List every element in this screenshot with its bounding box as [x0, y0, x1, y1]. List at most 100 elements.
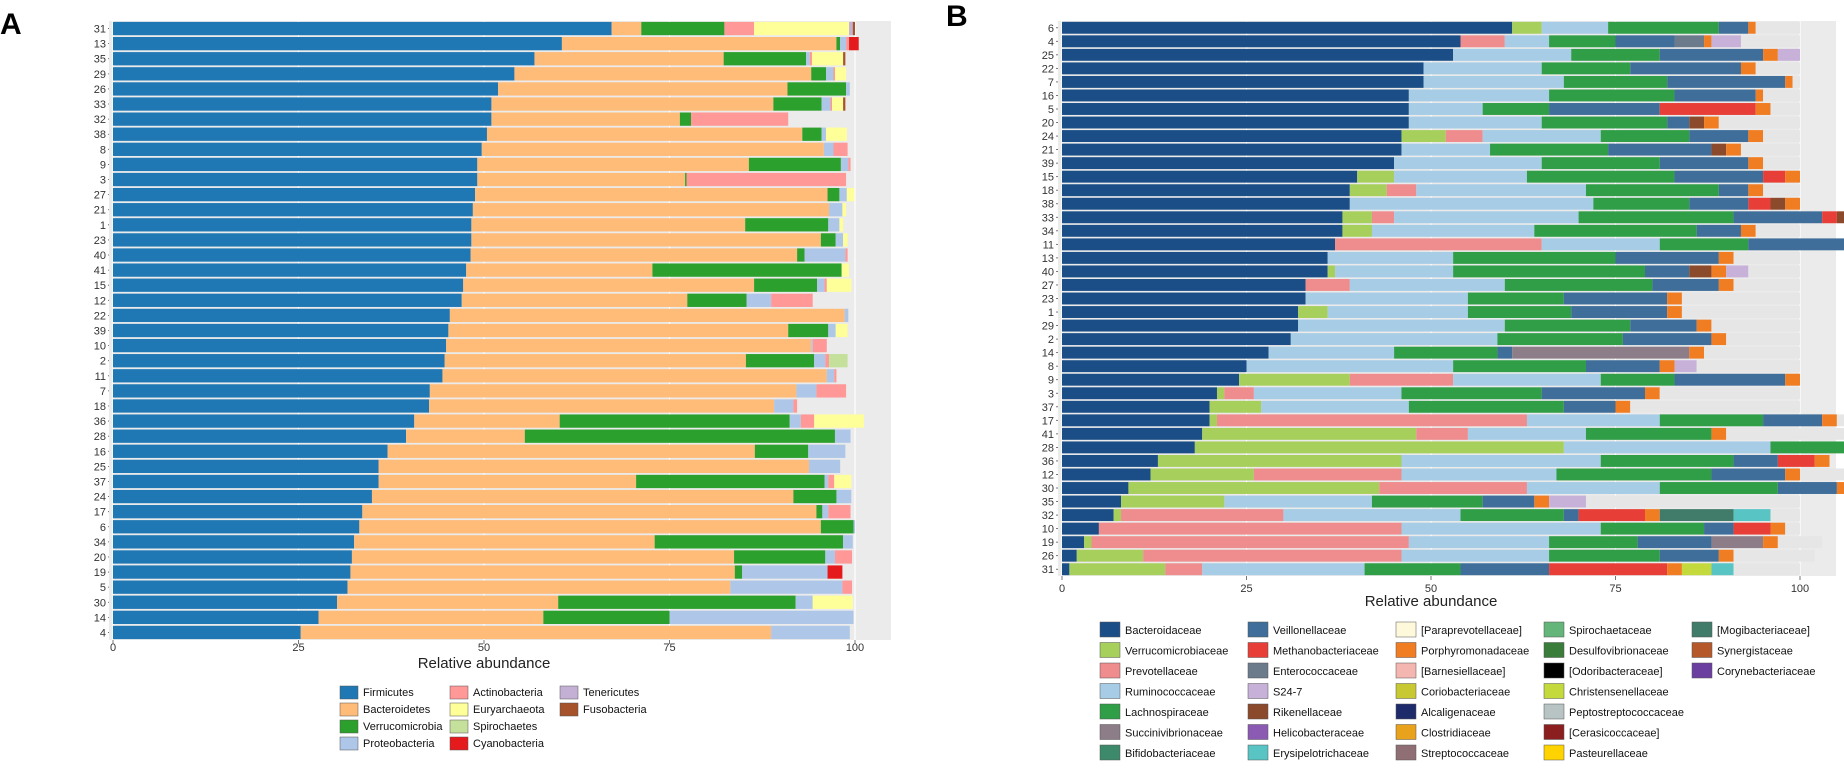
bar-segment-lachnospiraceae-21: [1490, 143, 1609, 156]
y-tick-label: 28: [1042, 442, 1054, 454]
bar-segment-bacteroidaceae-3: [1062, 387, 1217, 400]
bar-segment-lachnospiraceae-31: [1364, 563, 1461, 576]
bar-segment-ruminococcaceae-12: [1401, 468, 1557, 481]
y-tick-label: 6: [1048, 23, 1054, 35]
bar-segment-actinobacteria-8: [833, 142, 848, 156]
legend-label: Lachnospiraceae: [1125, 707, 1209, 719]
bar-segment-porphyromonadaceae-18: [1748, 184, 1764, 197]
bar-segment-ruminococcaceae-23: [1305, 292, 1468, 305]
chart-panel-b: 6425227165202421391518383334111340272312…: [1042, 21, 1844, 761]
legend-swatch: [1247, 703, 1269, 720]
bar-segment-ruminococcaceae-35: [1224, 495, 1372, 508]
bar-segment-veillonellaceae-15: [1674, 170, 1764, 183]
bar-segment-bacteroidaceae-30: [1062, 482, 1129, 494]
bar-segment-veillonellaceae-2: [1622, 333, 1712, 346]
y-tick-label: 24: [1042, 131, 1054, 143]
bar-segment-actinobacteria-18: [793, 399, 798, 413]
legend-label: Pasteurellaceae: [1569, 748, 1648, 760]
bar-segment-other-37: [1630, 400, 1800, 413]
bar-segment-veillonellaceae-19: [1637, 536, 1712, 549]
bar-segment-porphyromonadaceae-3: [1645, 387, 1660, 400]
bar-segment-verrucomicrobiaceae-24: [1401, 130, 1446, 143]
bar-segment-bacteroidaceae-35: [1062, 495, 1122, 508]
bar-segment-verrucomicrobia-3: [685, 172, 687, 187]
bar-segment-bacteroidaceae-1: [1062, 306, 1299, 318]
legend-swatch: [1691, 662, 1713, 679]
bar-segment-porphyromonadaceae-2: [1711, 333, 1727, 346]
legend-label: Prevotellaceae: [1125, 666, 1198, 678]
bar-segment-veillonellaceae-32: [1563, 509, 1579, 522]
bar-segment-veillonellaceae-29: [1630, 319, 1697, 332]
bar-segment-proteobacteria-1: [828, 218, 840, 232]
bar-segment-bacteroidetes-21: [472, 203, 830, 217]
bar-segment-firmicutes-1: [113, 218, 472, 232]
bar-segment-bacteroidetes-17: [362, 505, 817, 519]
y-tick-label: 40: [94, 250, 106, 262]
bar-segment-veillonellaceae-26: [1659, 549, 1719, 562]
bar-segment--mogibacteriaceae--32: [1659, 509, 1734, 522]
y-tick-label: 24: [94, 492, 106, 504]
y-tick-label: 10: [1042, 524, 1054, 536]
bar-segment-bacteroidaceae-25: [1062, 48, 1454, 61]
bar-segment-bacteroidaceae-23: [1062, 292, 1306, 305]
bar-segment-verrucomicrobiaceae-1: [1298, 306, 1328, 318]
bar-segment-lachnospiraceae-6: [1608, 21, 1719, 34]
bar-segment-other-4: [1740, 35, 1800, 48]
bar-segment-ruminococcaceae-37: [1261, 400, 1409, 413]
bar-segment-proteobacteria-40: [804, 248, 846, 262]
bar-segment-verrucomicrobia-2: [745, 354, 815, 368]
x-tick-label: 25: [292, 642, 304, 654]
bar-segment-lachnospiraceae-13: [1453, 251, 1616, 264]
bar-segment-prevotellaceae-30: [1379, 482, 1527, 494]
bar-segment-porphyromonadaceae-24: [1748, 130, 1764, 143]
bar-segment-actinobacteria-33: [830, 97, 832, 111]
y-tick-label: 41: [1042, 429, 1054, 441]
bar-segment-verrucomicrobia-19: [734, 565, 743, 579]
bar-segment-porphyromonadaceae-12: [1785, 468, 1800, 481]
y-tick-label: 18: [1042, 185, 1054, 197]
bar-segment-verrucomicrobiaceae-12: [1150, 468, 1254, 481]
x-tick-label: 50: [478, 642, 490, 654]
bar-segment-verrucomicrobia-20: [734, 550, 826, 564]
y-tick-label: 33: [94, 99, 106, 111]
bar-segment-prevotellaceae-17: [1216, 414, 1527, 427]
bar-segment-bacteroidetes-7: [429, 384, 797, 398]
bar-segment-bacteroidetes-4: [300, 625, 772, 640]
bar-segment-proteobacteria-23: [835, 233, 844, 247]
bar-segment-methanobacteriaceae-33: [1822, 211, 1837, 224]
bar-segment-ruminococcaceae-9: [1453, 373, 1601, 386]
bar-segment-lachnospiraceae-36: [1600, 454, 1734, 467]
bar-segment-actinobacteria-15: [824, 278, 827, 292]
bar-segment-succinivibrionaceae-19: [1711, 536, 1764, 549]
bar-segment-lachnospiraceae-27: [1504, 279, 1653, 291]
bar-segment-veillonellaceae-6: [1718, 21, 1749, 34]
bar-segment-verrucomicrobiaceae-17: [1209, 414, 1217, 427]
y-tick-label: 11: [1043, 239, 1054, 251]
bar-segment-ruminococcaceae-6: [1541, 21, 1609, 34]
y-tick-label: 23: [1042, 294, 1054, 306]
bar-segment-bacteroidetes-30: [337, 595, 559, 609]
bar-segment-porphyromonadaceae-10: [1770, 522, 1786, 535]
bar-segment-bacteroidaceae-22: [1062, 62, 1424, 75]
bar-segment-prevotellaceae-32: [1121, 509, 1284, 522]
bar-segment-s24-7-40: [1726, 265, 1749, 278]
y-tick-label: 1: [100, 220, 106, 232]
bar-segment-other-22: [1755, 62, 1800, 75]
bar-segment-lachnospiraceae-7: [1563, 75, 1668, 88]
bar-segment-porphyromonadaceae-40: [1711, 265, 1727, 278]
bar-segment-fusobacteria-33: [843, 97, 846, 111]
bar-segment-verrucomicrobia-37: [636, 474, 825, 489]
bar-segment-actinobacteria-35: [809, 52, 812, 66]
bar-segment-ruminococcaceae-17: [1526, 414, 1660, 427]
bar-segment-methanobacteriaceae-38: [1748, 197, 1771, 210]
bar-segment-methanobacteriaceae-31: [1549, 563, 1668, 576]
bar-segment-proteobacteria-15: [817, 278, 825, 292]
bar-segment-bacteroidaceae-14: [1062, 346, 1269, 359]
bar-segment-euryarchaeota-29: [834, 67, 847, 81]
bar-segment-bacteroidaceae-24: [1062, 130, 1402, 143]
bar-segment-proteobacteria-36: [789, 414, 801, 428]
y-tick-label: 30: [1042, 483, 1054, 495]
y-tick-label: 12: [1042, 469, 1054, 481]
y-tick-label: 35: [1042, 497, 1054, 509]
bar-segment-verrucomicrobia-38: [802, 127, 822, 141]
